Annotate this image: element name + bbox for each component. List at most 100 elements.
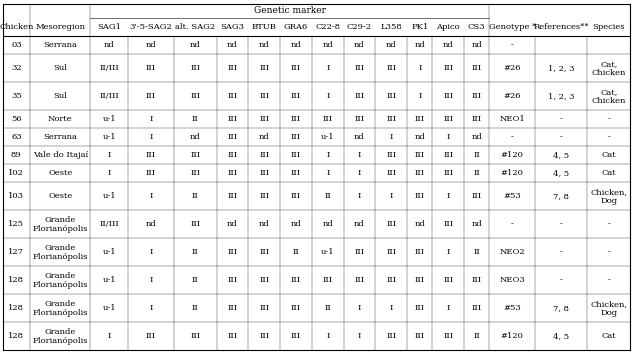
Text: -: - (560, 115, 563, 123)
Text: #120: #120 (501, 152, 523, 159)
Text: I: I (358, 304, 361, 313)
Text: 03: 03 (11, 41, 22, 49)
Text: Sul: Sul (53, 92, 67, 100)
Text: I: I (326, 152, 329, 159)
Text: III: III (190, 170, 200, 177)
Text: II: II (473, 332, 480, 341)
Text: 7, 8: 7, 8 (553, 304, 569, 313)
Text: III: III (472, 92, 482, 100)
Text: Serrana: Serrana (43, 133, 77, 141)
Text: III: III (227, 332, 237, 341)
Text: nd: nd (354, 41, 365, 49)
Text: Chicken,
Dog: Chicken, Dog (590, 188, 627, 205)
Text: III: III (386, 170, 396, 177)
Text: III: III (386, 152, 396, 159)
Text: III: III (415, 170, 425, 177)
Text: nd: nd (259, 133, 270, 141)
Text: C29-2: C29-2 (347, 23, 372, 31)
Text: III: III (291, 115, 301, 123)
Text: III: III (227, 276, 237, 285)
Text: nd: nd (415, 221, 425, 228)
Text: III: III (291, 193, 301, 200)
Text: III: III (386, 249, 396, 256)
Text: L358: L358 (380, 23, 402, 31)
Text: nd: nd (190, 41, 201, 49)
Text: III: III (146, 64, 156, 72)
Text: -: - (607, 221, 610, 228)
Text: NEO1: NEO1 (499, 115, 525, 123)
Text: nd: nd (227, 41, 238, 49)
Text: I: I (149, 304, 153, 313)
Text: III: III (354, 64, 365, 72)
Text: III: III (291, 64, 301, 72)
Text: III: III (146, 92, 156, 100)
Text: nd: nd (259, 221, 270, 228)
Text: II: II (192, 115, 199, 123)
Text: Oeste: Oeste (48, 170, 72, 177)
Text: nd: nd (471, 221, 482, 228)
Text: Chicken: Chicken (0, 23, 34, 31)
Text: -: - (560, 276, 563, 285)
Text: II/III: II/III (99, 221, 119, 228)
Text: 7, 8: 7, 8 (553, 193, 569, 200)
Text: III: III (259, 152, 269, 159)
Text: III: III (415, 152, 425, 159)
Text: III: III (190, 152, 200, 159)
Text: I: I (149, 133, 153, 141)
Text: #26: #26 (503, 64, 521, 72)
Text: III: III (323, 115, 333, 123)
Text: II/III: II/III (99, 92, 119, 100)
Text: III: III (354, 249, 365, 256)
Text: nd: nd (415, 41, 425, 49)
Text: -: - (607, 133, 610, 141)
Text: -: - (511, 133, 513, 141)
Text: References**: References** (533, 23, 589, 31)
Text: III: III (291, 170, 301, 177)
Text: III: III (354, 92, 365, 100)
Text: nd: nd (354, 133, 365, 141)
Text: III: III (443, 221, 453, 228)
Text: III: III (386, 276, 396, 285)
Text: III: III (190, 92, 200, 100)
Text: 128: 128 (8, 276, 24, 285)
Text: -: - (560, 133, 563, 141)
Text: I: I (149, 249, 153, 256)
Text: III: III (386, 221, 396, 228)
Text: II: II (473, 249, 480, 256)
Text: I: I (149, 276, 153, 285)
Text: III: III (291, 133, 301, 141)
Text: u-1: u-1 (103, 249, 116, 256)
Text: 128: 128 (8, 304, 24, 313)
Text: I: I (390, 193, 393, 200)
Text: Cat: Cat (601, 170, 616, 177)
Text: I: I (446, 304, 450, 313)
Text: I: I (446, 249, 450, 256)
Text: 127: 127 (8, 249, 24, 256)
Text: SAG3: SAG3 (220, 23, 244, 31)
Text: nd: nd (227, 221, 238, 228)
Text: II: II (292, 249, 299, 256)
Text: Cat: Cat (601, 152, 616, 159)
Text: Cat: Cat (601, 332, 616, 341)
Text: nd: nd (146, 41, 156, 49)
Text: Grande
Florianópolis: Grande Florianópolis (32, 272, 88, 289)
Text: I: I (358, 152, 361, 159)
Text: 125: 125 (8, 221, 24, 228)
Text: III: III (259, 249, 269, 256)
Text: II: II (473, 152, 480, 159)
Text: #26: #26 (503, 92, 521, 100)
Text: I: I (149, 115, 153, 123)
Text: Cat,
Chicken: Cat, Chicken (592, 60, 626, 77)
Text: III: III (415, 304, 425, 313)
Text: I: I (108, 332, 111, 341)
Text: III: III (443, 332, 453, 341)
Text: nd: nd (471, 133, 482, 141)
Text: Cat,
Chicken: Cat, Chicken (592, 88, 626, 105)
Text: III: III (291, 304, 301, 313)
Text: III: III (259, 193, 269, 200)
Text: Vale do Itajaí: Vale do Itajaí (33, 152, 88, 159)
Text: III: III (227, 133, 237, 141)
Text: III: III (227, 92, 237, 100)
Text: III: III (354, 115, 365, 123)
Text: III: III (386, 115, 396, 123)
